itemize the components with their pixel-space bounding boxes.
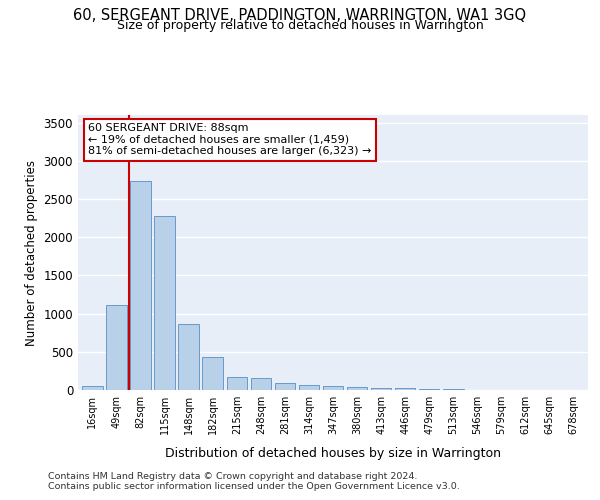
Bar	[82, 386, 103, 390]
Text: Contains public sector information licensed under the Open Government Licence v3: Contains public sector information licen…	[48, 482, 460, 491]
Bar	[347, 388, 367, 390]
Text: 60, SERGEANT DRIVE, PADDINGTON, WARRINGTON, WA1 3GQ: 60, SERGEANT DRIVE, PADDINGTON, WARRINGT…	[73, 8, 527, 22]
Bar	[251, 378, 271, 390]
Bar	[202, 357, 223, 390]
Text: Size of property relative to detached houses in Warrington: Size of property relative to detached ho…	[116, 19, 484, 32]
Bar	[299, 385, 319, 390]
Bar	[395, 388, 415, 390]
Text: Distribution of detached houses by size in Warrington: Distribution of detached houses by size …	[165, 448, 501, 460]
Text: Contains HM Land Registry data © Crown copyright and database right 2024.: Contains HM Land Registry data © Crown c…	[48, 472, 418, 481]
Bar	[371, 388, 391, 390]
Bar	[227, 377, 247, 390]
Bar	[106, 305, 127, 390]
Bar	[275, 383, 295, 390]
Bar	[130, 182, 151, 390]
Y-axis label: Number of detached properties: Number of detached properties	[25, 160, 38, 346]
Bar	[419, 388, 439, 390]
Bar	[178, 324, 199, 390]
Bar	[323, 386, 343, 390]
Text: 60 SERGEANT DRIVE: 88sqm
← 19% of detached houses are smaller (1,459)
81% of sem: 60 SERGEANT DRIVE: 88sqm ← 19% of detach…	[88, 123, 371, 156]
Bar	[154, 216, 175, 390]
